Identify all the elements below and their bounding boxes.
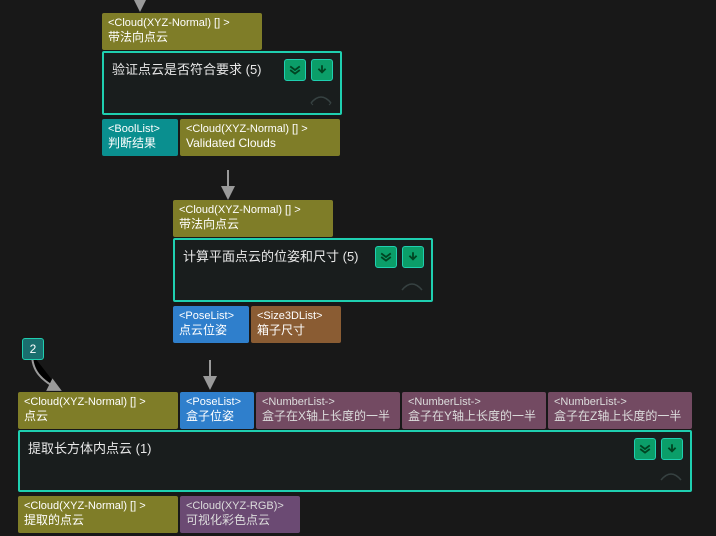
port-label: 点云 — [24, 409, 172, 425]
run-button[interactable] — [311, 59, 333, 81]
port-label: 可视化彩色点云 — [186, 513, 294, 529]
node3-input-halfx[interactable]: <NumberList-> 盒子在X轴上长度的一半 — [256, 392, 400, 429]
port-label: 带法向点云 — [179, 217, 327, 233]
port-type: <Cloud(XYZ-RGB)> — [186, 499, 294, 513]
node-compute-pose[interactable]: 计算平面点云的位姿和尺寸 (5) — [173, 238, 433, 302]
port-label: 盒子在X轴上长度的一半 — [262, 409, 394, 425]
expand-down-button[interactable] — [284, 59, 306, 81]
port-label: 盒子位姿 — [186, 409, 248, 425]
node-title: 提取长方体内点云 (1) — [28, 437, 152, 456]
node3-output-cloud[interactable]: <Cloud(XYZ-Normal) [] > 提取的点云 — [18, 496, 178, 533]
port-label: 点云位姿 — [179, 323, 243, 339]
port-label: Validated Clouds — [186, 136, 334, 152]
expand-down-button[interactable] — [375, 246, 397, 268]
port-type: <PoseList> — [186, 395, 248, 409]
port-label: 盒子在Y轴上长度的一半 — [408, 409, 540, 425]
port-label: 箱子尺寸 — [257, 323, 335, 339]
node-extract-box[interactable]: 提取长方体内点云 (1) — [18, 430, 692, 492]
edge-count-badge: 2 — [22, 338, 44, 360]
node3-input-halfz[interactable]: <NumberList-> 盒子在Z轴上长度的一半 — [548, 392, 692, 429]
preview-icon — [308, 91, 334, 109]
port-type: <NumberList-> — [554, 395, 686, 409]
node3-input-cloud[interactable]: <Cloud(XYZ-Normal) [] > 点云 — [18, 392, 178, 429]
port-type: <NumberList-> — [408, 395, 540, 409]
port-label: 带法向点云 — [108, 30, 256, 46]
preview-icon — [658, 468, 684, 486]
expand-down-button[interactable] — [634, 438, 656, 460]
node-title: 计算平面点云的位姿和尺寸 (5) — [183, 245, 359, 264]
node3-output-rgb[interactable]: <Cloud(XYZ-RGB)> 可视化彩色点云 — [180, 496, 300, 533]
port-type: <Cloud(XYZ-Normal) [] > — [186, 122, 334, 136]
node-validate[interactable]: 验证点云是否符合要求 (5) — [102, 51, 342, 115]
node1-input-cloud[interactable]: <Cloud(XYZ-Normal) [] > 带法向点云 — [102, 13, 262, 50]
port-label: 提取的点云 — [24, 513, 172, 529]
node2-output-size[interactable]: <Size3DList> 箱子尺寸 — [251, 306, 341, 343]
port-type: <Size3DList> — [257, 309, 335, 323]
node2-input-cloud[interactable]: <Cloud(XYZ-Normal) [] > 带法向点云 — [173, 200, 333, 237]
node1-output-cloud[interactable]: <Cloud(XYZ-Normal) [] > Validated Clouds — [180, 119, 340, 156]
node2-output-pose[interactable]: <PoseList> 点云位姿 — [173, 306, 249, 343]
port-type: <Cloud(XYZ-Normal) [] > — [24, 499, 172, 513]
port-type: <PoseList> — [179, 309, 243, 323]
node3-input-pose[interactable]: <PoseList> 盒子位姿 — [180, 392, 254, 429]
node1-output-bool[interactable]: <BoolList> 判断结果 — [102, 119, 178, 156]
port-label: 盒子在Z轴上长度的一半 — [554, 409, 686, 425]
node-title: 验证点云是否符合要求 (5) — [112, 58, 262, 77]
edge-count-value: 2 — [30, 342, 37, 356]
port-type: <Cloud(XYZ-Normal) [] > — [108, 16, 256, 30]
port-type: <Cloud(XYZ-Normal) [] > — [24, 395, 172, 409]
port-label: 判断结果 — [108, 136, 172, 152]
port-type: <BoolList> — [108, 122, 172, 136]
port-type: <NumberList-> — [262, 395, 394, 409]
port-type: <Cloud(XYZ-Normal) [] > — [179, 203, 327, 217]
run-button[interactable] — [661, 438, 683, 460]
run-button[interactable] — [402, 246, 424, 268]
node3-input-halfy[interactable]: <NumberList-> 盒子在Y轴上长度的一半 — [402, 392, 546, 429]
preview-icon — [399, 278, 425, 296]
